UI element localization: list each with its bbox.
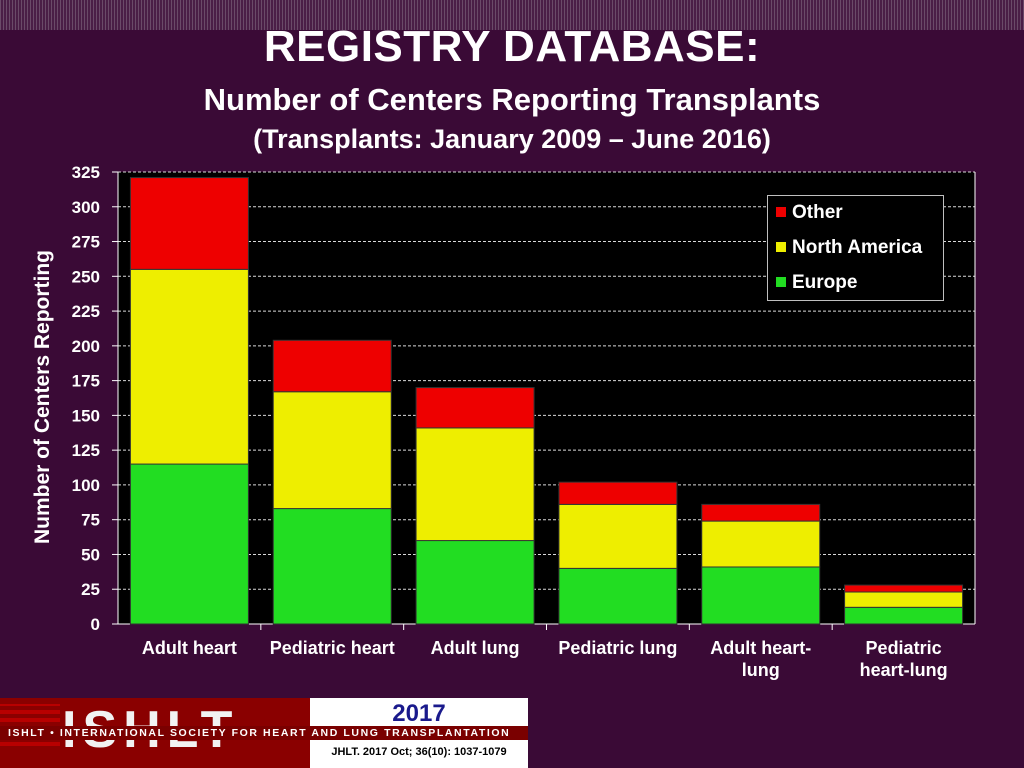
x-tick-label: Pediatric	[866, 638, 942, 658]
legend-swatch-europe	[776, 277, 786, 287]
x-tick-label: heart-lung	[860, 660, 948, 680]
y-tick-label: 75	[81, 511, 100, 530]
society-name-band: ISHLT • INTERNATIONAL SOCIETY FOR HEART …	[0, 726, 528, 740]
bar-segment-north-america	[272, 391, 392, 510]
bar-segment-north-america	[701, 520, 821, 568]
bar-segment-north-america	[415, 427, 535, 542]
x-tick-label: Adult heart-	[710, 638, 811, 658]
x-tick-label: Pediatric heart	[270, 638, 395, 658]
top-decorative-band	[0, 0, 1024, 30]
y-tick-label: 225	[72, 302, 100, 321]
x-tick-label: lung	[742, 660, 780, 680]
bar-segment-europe	[558, 567, 678, 625]
legend-item-north-america: North America	[776, 237, 922, 259]
bar-segment-other	[558, 481, 678, 505]
y-tick-label: 250	[72, 267, 100, 286]
x-tick-label: Pediatric lung	[558, 638, 677, 658]
y-tick-label: 150	[72, 406, 100, 425]
journal-citation: JHLT. 2017 Oct; 36(10): 1037-1079	[331, 746, 507, 758]
bar-segment-other	[844, 584, 964, 593]
y-tick-label: 325	[72, 163, 100, 182]
chart-legend: Other North America Europe	[767, 195, 944, 301]
bar-segment-other	[415, 387, 535, 429]
y-tick-label: 50	[81, 545, 100, 564]
y-tick-label: 25	[81, 580, 100, 599]
legend-swatch-north-america	[776, 242, 786, 252]
legend-label-north-america: North America	[792, 237, 923, 258]
legend-swatch-other	[776, 207, 786, 217]
bar-segment-north-america	[844, 591, 964, 608]
y-tick-label: 275	[72, 233, 100, 252]
report-year: 2017	[392, 700, 446, 727]
y-tick-label: 0	[91, 615, 100, 634]
y-tick-label: 100	[72, 476, 100, 495]
bar-segment-europe	[129, 463, 249, 625]
y-tick-label: 300	[72, 198, 100, 217]
y-axis-label: Number of Centers Reporting	[31, 249, 54, 545]
bar-segment-north-america	[558, 503, 678, 569]
legend-item-europe: Europe	[776, 272, 857, 294]
y-tick-label: 175	[72, 372, 100, 391]
chart-subtitle: Number of Centers Reporting Transplants	[203, 82, 821, 117]
x-tick-label: Adult lung	[431, 638, 520, 658]
x-tick-label: Adult heart	[142, 638, 237, 658]
y-tick-label: 125	[72, 441, 100, 460]
chart-date-range: (Transplants: January 2009 – June 2016)	[253, 124, 771, 154]
bar-segment-europe	[415, 540, 535, 625]
bar-segment-other	[701, 503, 821, 522]
bar-segment-europe	[701, 566, 821, 625]
legend-item-other: Other	[776, 202, 843, 224]
bar-segment-europe	[272, 508, 392, 625]
page-title: REGISTRY DATABASE:	[263, 22, 761, 71]
y-tick-label: 200	[72, 337, 100, 356]
bar-segment-other	[272, 339, 392, 393]
bar-segment-north-america	[129, 268, 249, 465]
bar-segment-other	[129, 177, 249, 270]
bar-segment-europe	[844, 606, 964, 625]
stacked-bar-chart: 0 25 50 75 100 125 150 175 200 225 250 275 300 325 Adu…	[72, 163, 976, 680]
legend-label-europe: Europe	[792, 272, 858, 293]
legend-label-other: Other	[792, 202, 843, 223]
